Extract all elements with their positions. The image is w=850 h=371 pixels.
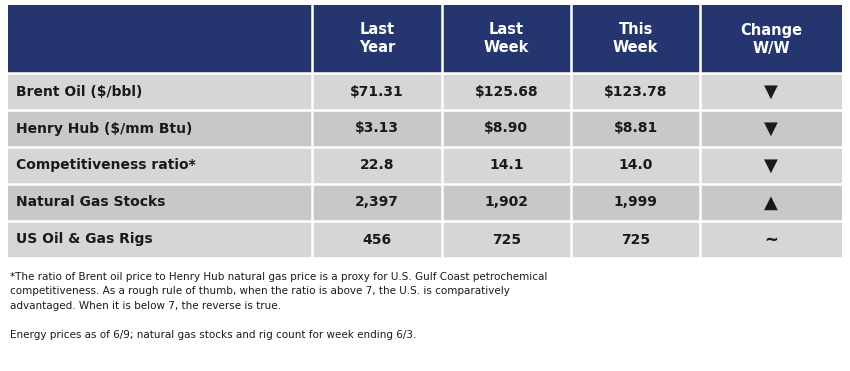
Text: advantaged. When it is below 7, the reverse is true.: advantaged. When it is below 7, the reve… xyxy=(10,301,281,311)
Text: $8.81: $8.81 xyxy=(614,121,658,135)
Text: Brent Oil ($/bbl): Brent Oil ($/bbl) xyxy=(16,85,142,98)
Bar xyxy=(8,110,842,147)
Text: Energy prices as of 6/9; natural gas stocks and rig count for week ending 6/3.: Energy prices as of 6/9; natural gas sto… xyxy=(10,330,416,340)
Text: Last
Year: Last Year xyxy=(359,23,395,56)
Text: ▲: ▲ xyxy=(764,194,778,211)
Text: 456: 456 xyxy=(362,233,392,246)
Text: Last
Week: Last Week xyxy=(484,23,529,56)
Text: $123.78: $123.78 xyxy=(604,85,667,98)
Text: 725: 725 xyxy=(621,233,650,246)
Text: Change
W/W: Change W/W xyxy=(740,23,802,56)
Text: ~: ~ xyxy=(764,230,778,249)
Text: 725: 725 xyxy=(492,233,521,246)
Text: competitiveness. As a rough rule of thumb, when the ratio is above 7, the U.S. i: competitiveness. As a rough rule of thum… xyxy=(10,286,510,296)
Text: $125.68: $125.68 xyxy=(474,85,538,98)
Text: Henry Hub ($/mm Btu): Henry Hub ($/mm Btu) xyxy=(16,121,192,135)
Text: ▼: ▼ xyxy=(764,157,778,174)
Text: Natural Gas Stocks: Natural Gas Stocks xyxy=(16,196,166,210)
Bar xyxy=(8,184,842,221)
Text: 2,397: 2,397 xyxy=(355,196,399,210)
Text: *The ratio of Brent oil price to Henry Hub natural gas price is a proxy for U.S.: *The ratio of Brent oil price to Henry H… xyxy=(10,272,547,282)
Text: Competitiveness ratio*: Competitiveness ratio* xyxy=(16,158,196,173)
Bar xyxy=(8,5,842,73)
Text: $3.13: $3.13 xyxy=(355,121,399,135)
Bar xyxy=(8,73,842,110)
Text: 14.1: 14.1 xyxy=(489,158,524,173)
Text: $71.31: $71.31 xyxy=(350,85,404,98)
Text: ▼: ▼ xyxy=(764,119,778,138)
Text: 14.0: 14.0 xyxy=(619,158,653,173)
Bar xyxy=(8,221,842,258)
Text: 1,999: 1,999 xyxy=(614,196,658,210)
Text: 22.8: 22.8 xyxy=(360,158,394,173)
Text: ▼: ▼ xyxy=(764,82,778,101)
Text: $8.90: $8.90 xyxy=(484,121,529,135)
Text: This
Week: This Week xyxy=(613,23,658,56)
Text: 1,902: 1,902 xyxy=(484,196,529,210)
Text: US Oil & Gas Rigs: US Oil & Gas Rigs xyxy=(16,233,153,246)
Bar xyxy=(8,147,842,184)
